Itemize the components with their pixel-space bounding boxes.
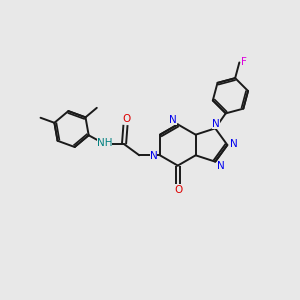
Text: N: N	[212, 118, 220, 129]
Text: N: N	[169, 115, 177, 125]
Text: O: O	[122, 114, 130, 124]
Text: N: N	[150, 151, 157, 161]
Text: N: N	[217, 161, 224, 171]
Text: NH: NH	[97, 138, 112, 148]
Text: O: O	[175, 185, 183, 195]
Text: F: F	[242, 57, 247, 67]
Text: N: N	[230, 140, 238, 149]
